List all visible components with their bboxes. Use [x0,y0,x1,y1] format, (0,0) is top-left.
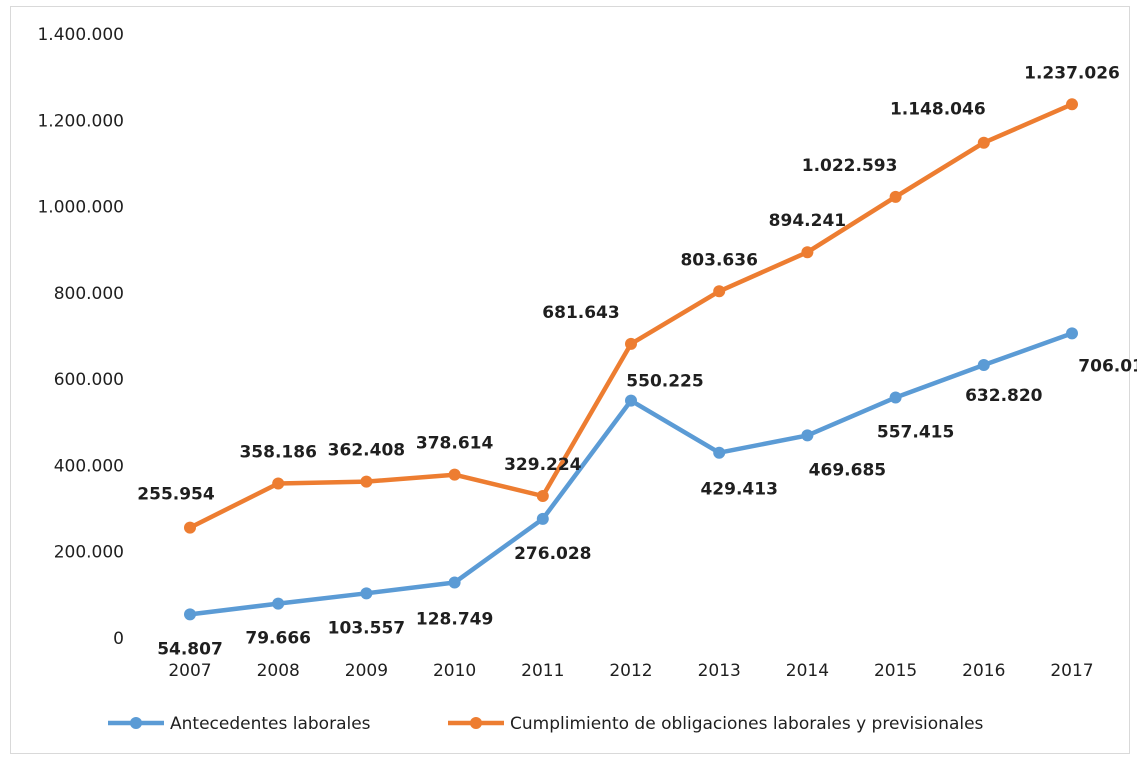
data-point [889,190,902,203]
data-point [801,429,814,442]
y-tick-label: 400.000 [54,456,124,476]
data-label: 276.028 [514,544,591,564]
data-point [1066,327,1078,340]
data-label: 429.413 [700,480,777,500]
data-point [272,597,285,610]
legend-label: Cumplimiento de obligaciones laborales y… [510,714,984,734]
data-point [184,521,196,534]
data-point [977,136,990,149]
legend-label: Antecedentes laborales [170,714,371,734]
legend-swatch-marker [130,717,142,729]
data-label: 550.225 [626,372,703,392]
y-tick-label: 600.000 [54,370,124,390]
x-tick-label: 2007 [168,661,211,681]
data-point [360,475,373,488]
data-point [713,446,726,459]
y-tick-label: 800.000 [54,284,124,304]
data-label: 894.241 [769,211,846,231]
data-label: 128.749 [416,609,493,629]
data-point [977,358,990,371]
data-label: 557.415 [877,423,954,443]
data-label: 79.666 [245,629,311,649]
data-label: 362.408 [328,441,405,461]
y-tick-label: 0 [113,629,124,649]
series-line [188,102,1073,530]
data-label: 103.557 [328,618,405,638]
data-point [625,337,637,350]
x-tick-label: 2009 [345,661,388,681]
x-tick-label: 2014 [786,661,829,681]
data-label: 706.012 [1078,356,1137,376]
data-label: 378.614 [416,434,494,454]
data-label: 54.807 [157,639,223,659]
data-label: 329.224 [504,455,582,475]
data-label: 358.186 [239,442,316,462]
data-label: 469.685 [809,460,886,480]
data-point [801,246,814,259]
x-tick-label: 2017 [1050,661,1093,681]
data-point [625,394,637,407]
data-label: 803.636 [680,250,757,270]
x-tick-label: 2012 [609,661,652,681]
data-label: 255.954 [137,485,215,505]
x-tick-label: 2011 [521,661,564,681]
data-point [536,512,549,525]
x-tick-label: 2013 [698,661,741,681]
series-lines [188,102,1073,617]
data-point [1066,98,1078,111]
data-point [536,489,549,502]
x-tick-label: 2010 [433,661,476,681]
y-axis: 0 200.000 400.000 600.000 800.000 1.000.000 1.… [37,25,124,649]
y-tick-label: 1.000.000 [37,198,124,218]
y-tick-label: 200.000 [54,543,124,563]
y-tick-label: 1.200.000 [37,111,124,131]
data-point [713,285,726,298]
data-labels: 54.807 79.666 103.557 128.749 276.028 550.225… [137,63,1137,659]
data-point [448,468,461,481]
data-point [272,477,285,490]
data-point [448,576,461,589]
legend: Antecedentes laborales Cumplimiento de ob… [108,714,984,734]
x-tick-label: 2008 [257,661,300,681]
data-point [360,587,373,600]
data-label: 1.148.046 [890,100,986,120]
data-point [889,391,902,404]
x-tick-label: 2015 [874,661,917,681]
data-label: 1.237.026 [1024,63,1120,83]
legend-swatch-marker [470,717,482,729]
data-label: 1.022.593 [802,156,898,176]
x-axis: 2007 2008 2009 2010 2011 2012 2013 2014 2015 2016… [168,661,1093,681]
x-tick-label: 2016 [962,661,1005,681]
y-tick-label: 1.400.000 [37,25,124,45]
data-label: 681.643 [542,303,619,323]
series-points [184,98,1078,621]
data-point [184,608,196,621]
data-label: 632.820 [965,386,1043,406]
